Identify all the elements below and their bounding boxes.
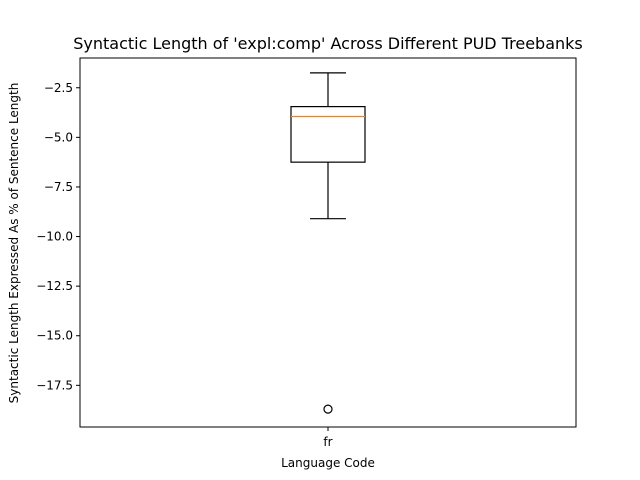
y-tick-label: −2.5 — [44, 81, 73, 95]
chart-title: Syntactic Length of 'expl:comp' Across D… — [73, 34, 583, 53]
box-series — [290, 72, 366, 414]
y-tick-label: −15.0 — [36, 329, 73, 343]
plot-area-frame — [79, 57, 577, 428]
box-iqr — [290, 106, 366, 163]
outlier-point — [323, 404, 333, 414]
y-tick-label: −17.5 — [36, 378, 73, 392]
x-tick-label: fr — [323, 435, 332, 449]
x-axis-label: Language Code — [281, 456, 375, 470]
y-axis-label: Syntactic Length Expressed As % of Sente… — [7, 83, 21, 404]
y-tick-label: −7.5 — [44, 180, 73, 194]
y-tick-label: −10.0 — [36, 230, 73, 244]
y-tick-label: −12.5 — [36, 279, 73, 293]
y-axis: −2.5 −5.0 −7.5 −10.0 −12.5 −15.0 −17.5 — [36, 81, 80, 392]
y-tick-label: −5.0 — [44, 130, 73, 144]
x-axis: fr — [323, 427, 333, 449]
